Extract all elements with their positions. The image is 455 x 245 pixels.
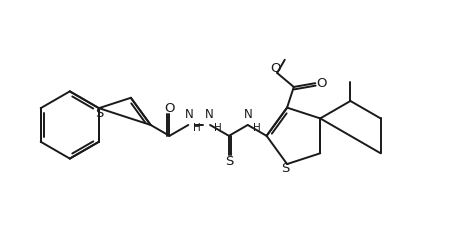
Text: H: H	[193, 123, 201, 133]
Text: S: S	[95, 107, 103, 120]
Text: N: N	[244, 108, 253, 121]
Text: O: O	[316, 77, 326, 90]
Text: O: O	[270, 61, 280, 74]
Text: H: H	[253, 123, 260, 133]
Text: H: H	[214, 123, 222, 133]
Text: S: S	[225, 155, 233, 168]
Text: O: O	[164, 102, 175, 115]
Text: N: N	[205, 108, 213, 121]
Text: N: N	[185, 108, 194, 121]
Text: S: S	[281, 162, 289, 175]
